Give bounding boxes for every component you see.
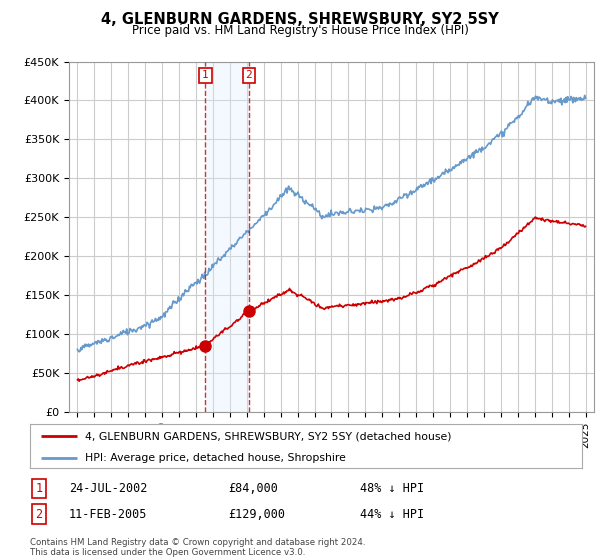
Text: This data is licensed under the Open Government Licence v3.0.: This data is licensed under the Open Gov… xyxy=(30,548,305,557)
Text: 4, GLENBURN GARDENS, SHREWSBURY, SY2 5SY (detached house): 4, GLENBURN GARDENS, SHREWSBURY, SY2 5SY… xyxy=(85,431,452,441)
Text: £84,000: £84,000 xyxy=(228,482,278,495)
Text: 11-FEB-2005: 11-FEB-2005 xyxy=(69,507,148,521)
Text: 1: 1 xyxy=(35,482,43,495)
Text: 24-JUL-2002: 24-JUL-2002 xyxy=(69,482,148,495)
Text: Contains HM Land Registry data © Crown copyright and database right 2024.: Contains HM Land Registry data © Crown c… xyxy=(30,538,365,547)
Text: 2: 2 xyxy=(35,507,43,521)
Text: Price paid vs. HM Land Registry's House Price Index (HPI): Price paid vs. HM Land Registry's House … xyxy=(131,24,469,37)
Text: 48% ↓ HPI: 48% ↓ HPI xyxy=(360,482,424,495)
Text: £129,000: £129,000 xyxy=(228,507,285,521)
Text: 44% ↓ HPI: 44% ↓ HPI xyxy=(360,507,424,521)
Text: 2: 2 xyxy=(245,71,252,80)
Text: 1: 1 xyxy=(202,71,209,80)
Text: 4, GLENBURN GARDENS, SHREWSBURY, SY2 5SY: 4, GLENBURN GARDENS, SHREWSBURY, SY2 5SY xyxy=(101,12,499,27)
Text: HPI: Average price, detached house, Shropshire: HPI: Average price, detached house, Shro… xyxy=(85,453,346,463)
Bar xyxy=(205,62,249,412)
